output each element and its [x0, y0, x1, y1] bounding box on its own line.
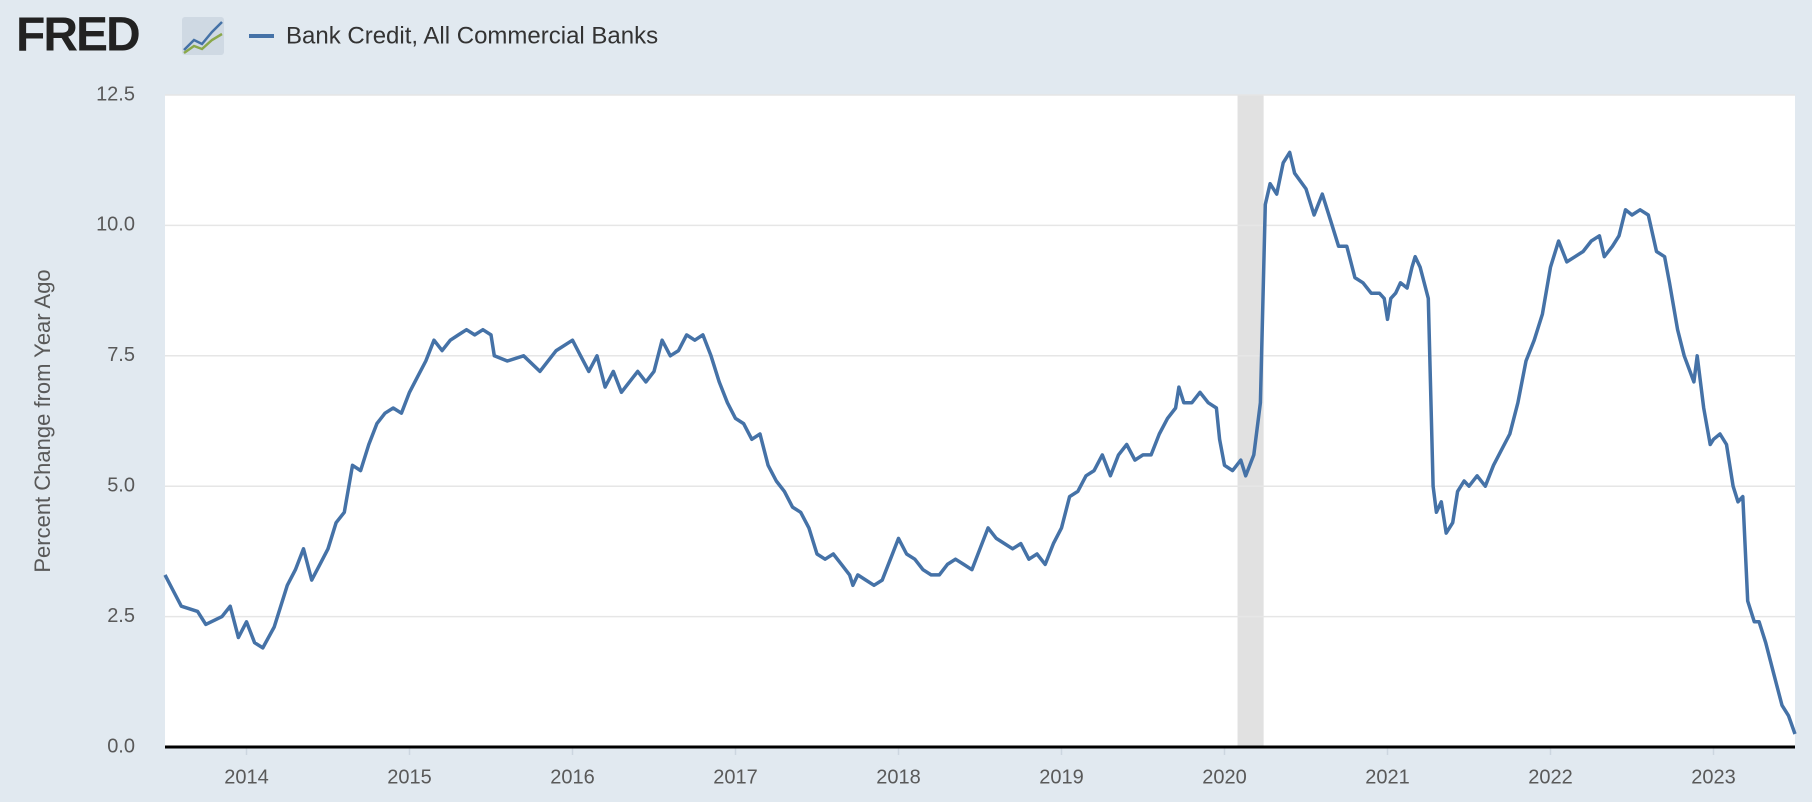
- x-tick-label: 2020: [1202, 766, 1247, 788]
- logo-icon-line: [183, 21, 223, 51]
- x-tick-label: 2016: [550, 766, 595, 788]
- x-tick-label: 2018: [876, 766, 921, 788]
- y-tick-label: 12.5: [96, 83, 135, 105]
- logo-icon-bg: [182, 17, 224, 55]
- logo: FRED: [16, 9, 139, 62]
- x-tick-label: 2014: [224, 766, 269, 788]
- logo-icon: [182, 17, 224, 55]
- y-tick-label: 7.5: [107, 344, 135, 366]
- y-tick-label: 2.5: [107, 605, 135, 627]
- x-tick-label: 2021: [1365, 766, 1410, 788]
- y-tick-label: 0.0: [107, 735, 135, 757]
- y-axis-title: Percent Change from Year Ago: [30, 269, 55, 572]
- y-tick-label: 5.0: [107, 474, 135, 496]
- logo-icon-line: [183, 32, 223, 55]
- data-line: [163, 150, 1797, 735]
- x-tick-label: 2022: [1528, 766, 1573, 788]
- plot-area: [165, 95, 1795, 747]
- x-tick-label: 2015: [387, 766, 432, 788]
- y-tick-label: 10.0: [96, 214, 135, 236]
- legend-label: Bank Credit, All Commercial Banks: [286, 22, 658, 49]
- x-tick-label: 2023: [1691, 766, 1736, 788]
- x-tick-label: 2019: [1039, 766, 1084, 788]
- x-tick-label: 2017: [713, 766, 758, 788]
